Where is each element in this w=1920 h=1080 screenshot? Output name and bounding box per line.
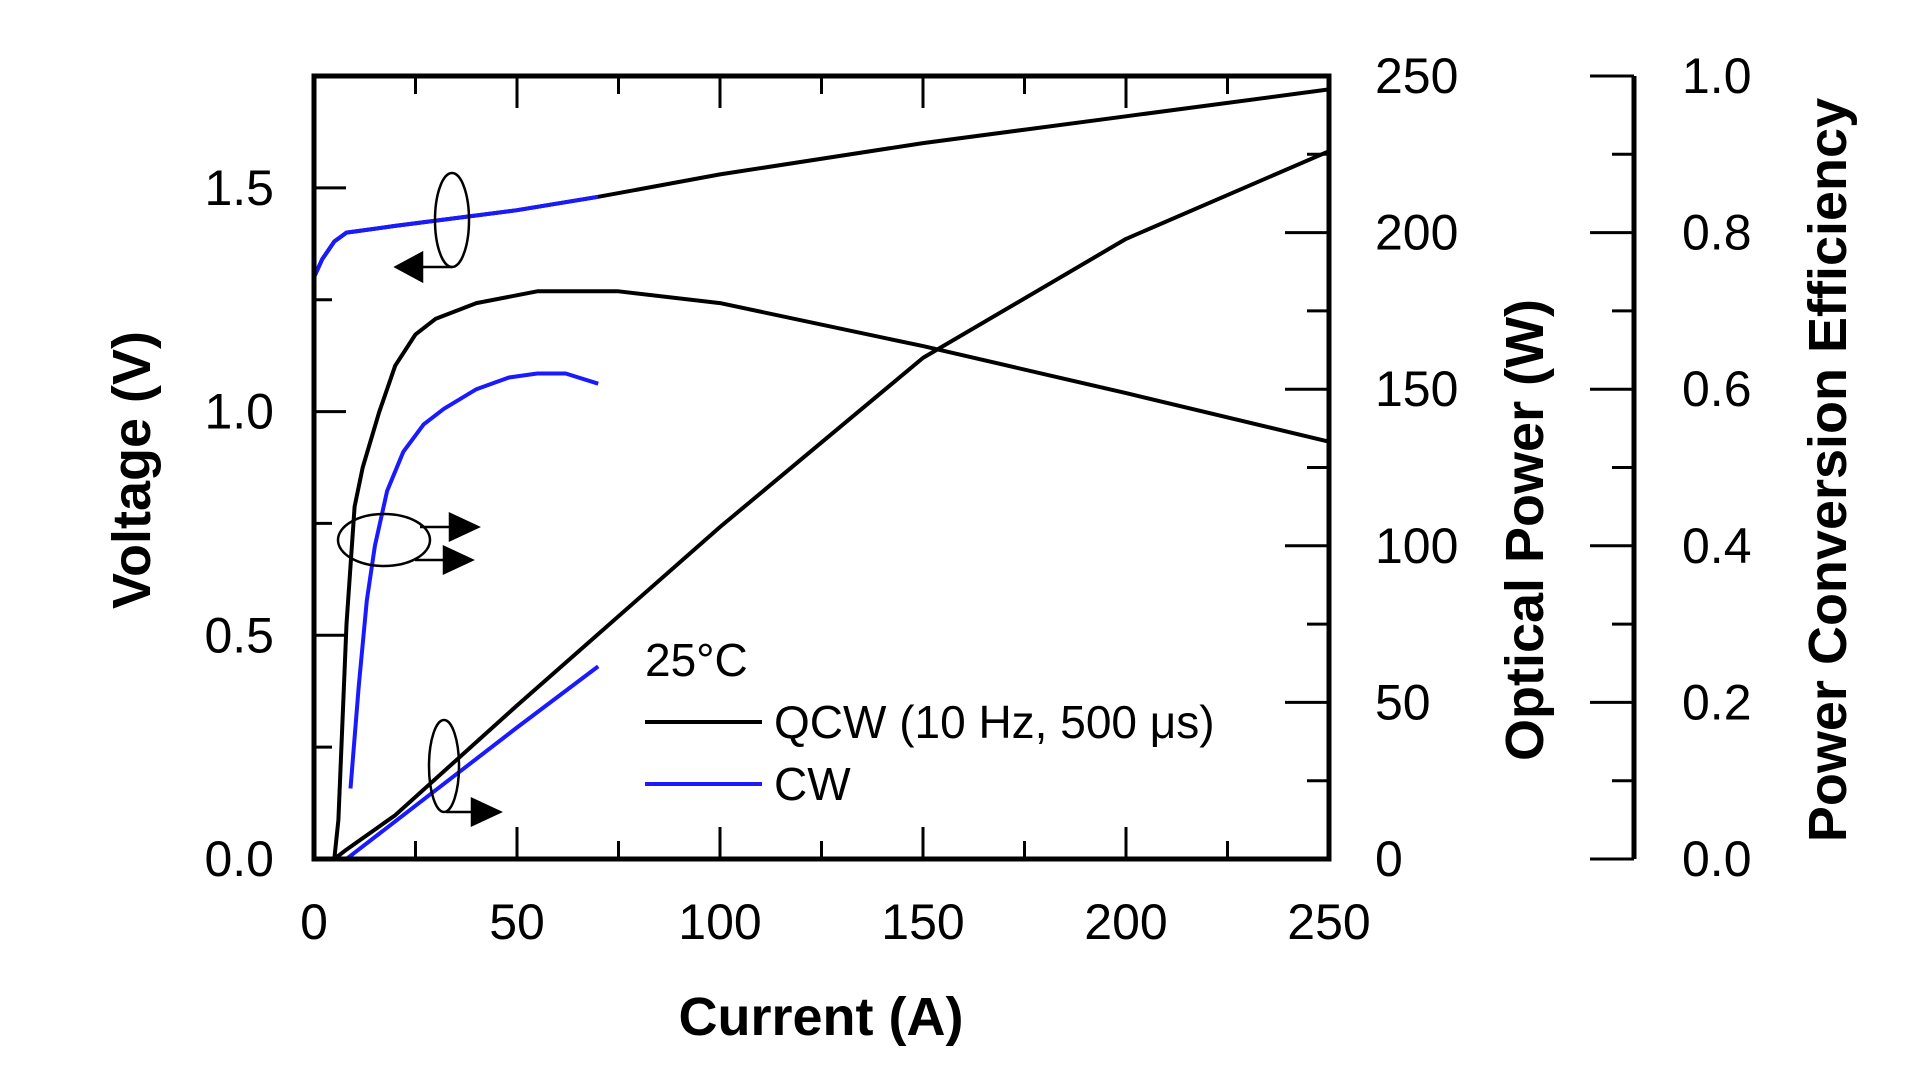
y-right1-tick-label: 250	[1375, 48, 1458, 104]
y-left-tick-label: 1.0	[204, 384, 274, 440]
x-tick-label: 0	[300, 894, 328, 950]
y-right1-tick-label: 0	[1375, 831, 1403, 887]
x-tick-label: 50	[489, 894, 545, 950]
voltage-annotation-marker	[393, 171, 471, 284]
y-right1-tick-label: 100	[1375, 518, 1458, 574]
y-right1-tick-label: 200	[1375, 205, 1458, 261]
data-curves	[312, 87, 1330, 861]
y-right1-tick-label: 50	[1375, 674, 1431, 730]
x-tick-label: 150	[881, 894, 964, 950]
y-right1-tick-label: 150	[1375, 361, 1458, 417]
y-right2-tick-label: 0.6	[1682, 361, 1752, 417]
y-right2-tick-label: 0.4	[1682, 518, 1752, 574]
qcw-optical-power-line	[333, 149, 1330, 861]
tick-labels: 0 50 100 150 200 250 0.0 0.5 1.0 1.5 0 50 100 150 200 2…	[204, 48, 1751, 950]
x-tick-label: 250	[1287, 894, 1370, 950]
x-tick-label: 100	[678, 894, 761, 950]
y-right2-tick-label: 1.0	[1682, 48, 1752, 104]
legend-label-qcw: QCW (10 Hz, 500 μs)	[774, 696, 1215, 748]
y-right2-axis-label: Power Conversion Efficiency	[1798, 98, 1858, 842]
y-right2-tick-label: 0.8	[1682, 205, 1752, 261]
cw-efficiency-line	[348, 371, 599, 789]
cw-voltage-line	[312, 194, 599, 279]
y-right2-tick-label: 0.2	[1682, 674, 1752, 730]
x-axis-label: Current (A)	[679, 987, 964, 1047]
efficiency-annotation-marker	[336, 512, 481, 575]
qcw-efficiency-line	[332, 289, 1330, 860]
y-right1-axis-label: Optical Power (W)	[1495, 299, 1555, 761]
power-annotation-marker	[427, 718, 503, 827]
x-tick-label: 200	[1084, 894, 1167, 950]
y-left-axis-label: Voltage (V)	[102, 331, 162, 609]
y-left-tick-label: 1.5	[204, 160, 274, 216]
y-left-tick-label: 0.5	[204, 607, 274, 663]
temperature-annotation: 25°C	[645, 634, 748, 686]
axis-ticks	[312, 74, 1634, 861]
y-left-tick-label: 0.0	[204, 831, 274, 887]
cw-optical-power-line	[345, 664, 600, 861]
y-right2-tick-label: 0.0	[1682, 831, 1752, 887]
legend-label-cw: CW	[774, 758, 851, 810]
